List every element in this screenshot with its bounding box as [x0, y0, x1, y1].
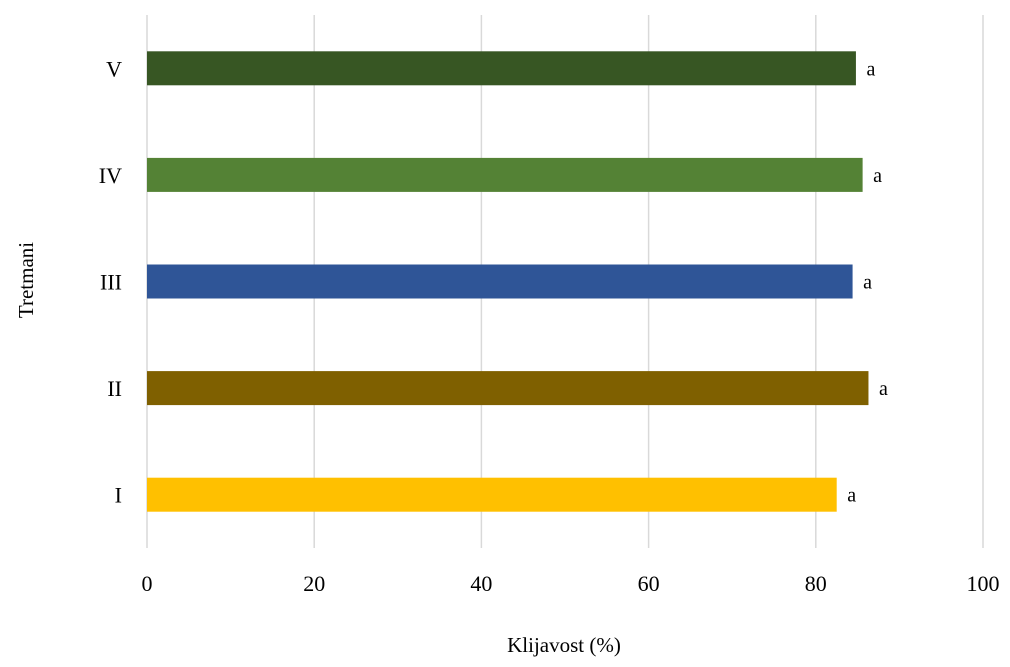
x-tick-label-100: 100 [967, 571, 1000, 596]
x-tick-label-80: 80 [805, 571, 827, 596]
category-label-I: I [115, 483, 122, 508]
x-tick-label-20: 20 [303, 571, 325, 596]
bar-II [147, 371, 869, 406]
bar-IV [147, 157, 863, 192]
x-tick-label-60: 60 [638, 571, 660, 596]
category-label-II: II [107, 376, 122, 401]
x-tick-label-0: 0 [142, 571, 153, 596]
bar-III [147, 264, 853, 299]
data-label-V: a [866, 58, 875, 80]
data-label-II: a [879, 378, 888, 400]
x-tick-label-40: 40 [470, 571, 492, 596]
data-label-I: a [847, 485, 856, 507]
category-label-V: V [106, 56, 122, 81]
category-label-IV: IV [99, 163, 122, 188]
data-labels: a a a a a [847, 58, 888, 506]
x-tick-labels: 0 20 40 60 80 100 [142, 571, 1000, 596]
x-axis-title: Klijavost (%) [507, 633, 621, 657]
data-label-IV: a [873, 165, 882, 187]
bars [147, 51, 869, 512]
bar-I [147, 477, 837, 512]
category-label-III: III [100, 270, 122, 295]
y-axis-title: Tretmani [14, 242, 38, 318]
data-label-III: a [863, 272, 872, 294]
bar-V [147, 51, 856, 86]
